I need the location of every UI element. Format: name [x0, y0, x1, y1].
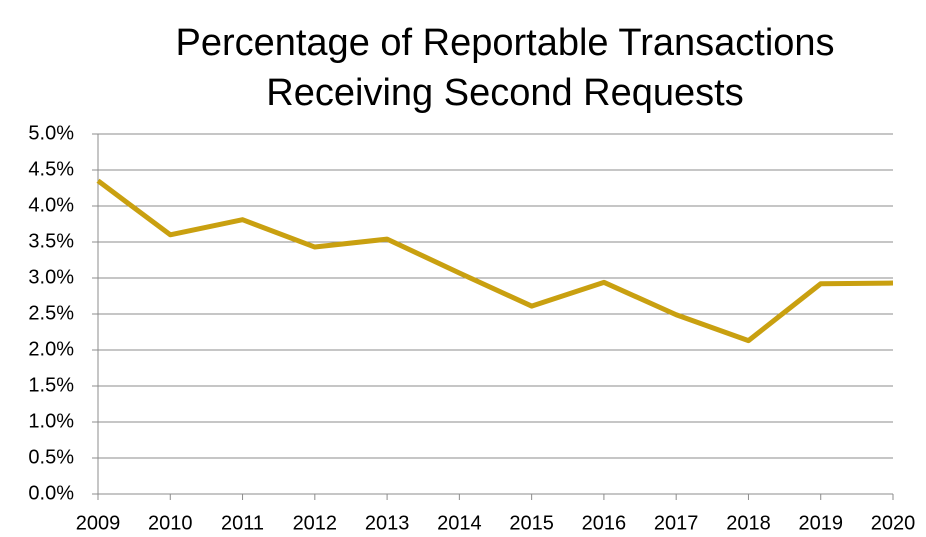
y-tick-label: 4.5%: [28, 158, 74, 180]
x-tick-label: 2016: [582, 512, 627, 534]
x-tick-label: 2017: [654, 512, 699, 534]
line-series: [96, 178, 894, 344]
y-tick-label: 2.0%: [28, 338, 74, 360]
x-tick-label: 2018: [726, 512, 771, 534]
chart-title: Receiving Second Requests: [266, 72, 743, 114]
chart-title: Percentage of Reportable Transactions: [175, 22, 834, 64]
x-tick-label: 2014: [437, 512, 482, 534]
x-tick-label: 2012: [293, 512, 338, 534]
y-tick-label: 0.5%: [28, 446, 74, 468]
x-tick-label: 2009: [76, 512, 121, 534]
x-tick-label: 2015: [509, 512, 554, 534]
x-tick-label: 2011: [221, 512, 264, 534]
x-tick-label: 2019: [798, 512, 843, 534]
x-tick-label: 2013: [365, 512, 410, 534]
y-tick-label: 3.0%: [28, 266, 74, 288]
y-tick-label: 1.5%: [28, 374, 74, 396]
x-tick-label: 2020: [871, 512, 916, 534]
y-tick-label: 1.0%: [28, 410, 74, 432]
y-tick-label: 5.0%: [28, 122, 74, 144]
y-tick-label: 4.0%: [28, 194, 74, 216]
x-tick-label: 2010: [148, 512, 193, 534]
y-tick-label: 3.5%: [28, 230, 74, 252]
y-tick-label: 2.5%: [28, 302, 74, 324]
y-tick-label: 0.0%: [28, 482, 74, 504]
